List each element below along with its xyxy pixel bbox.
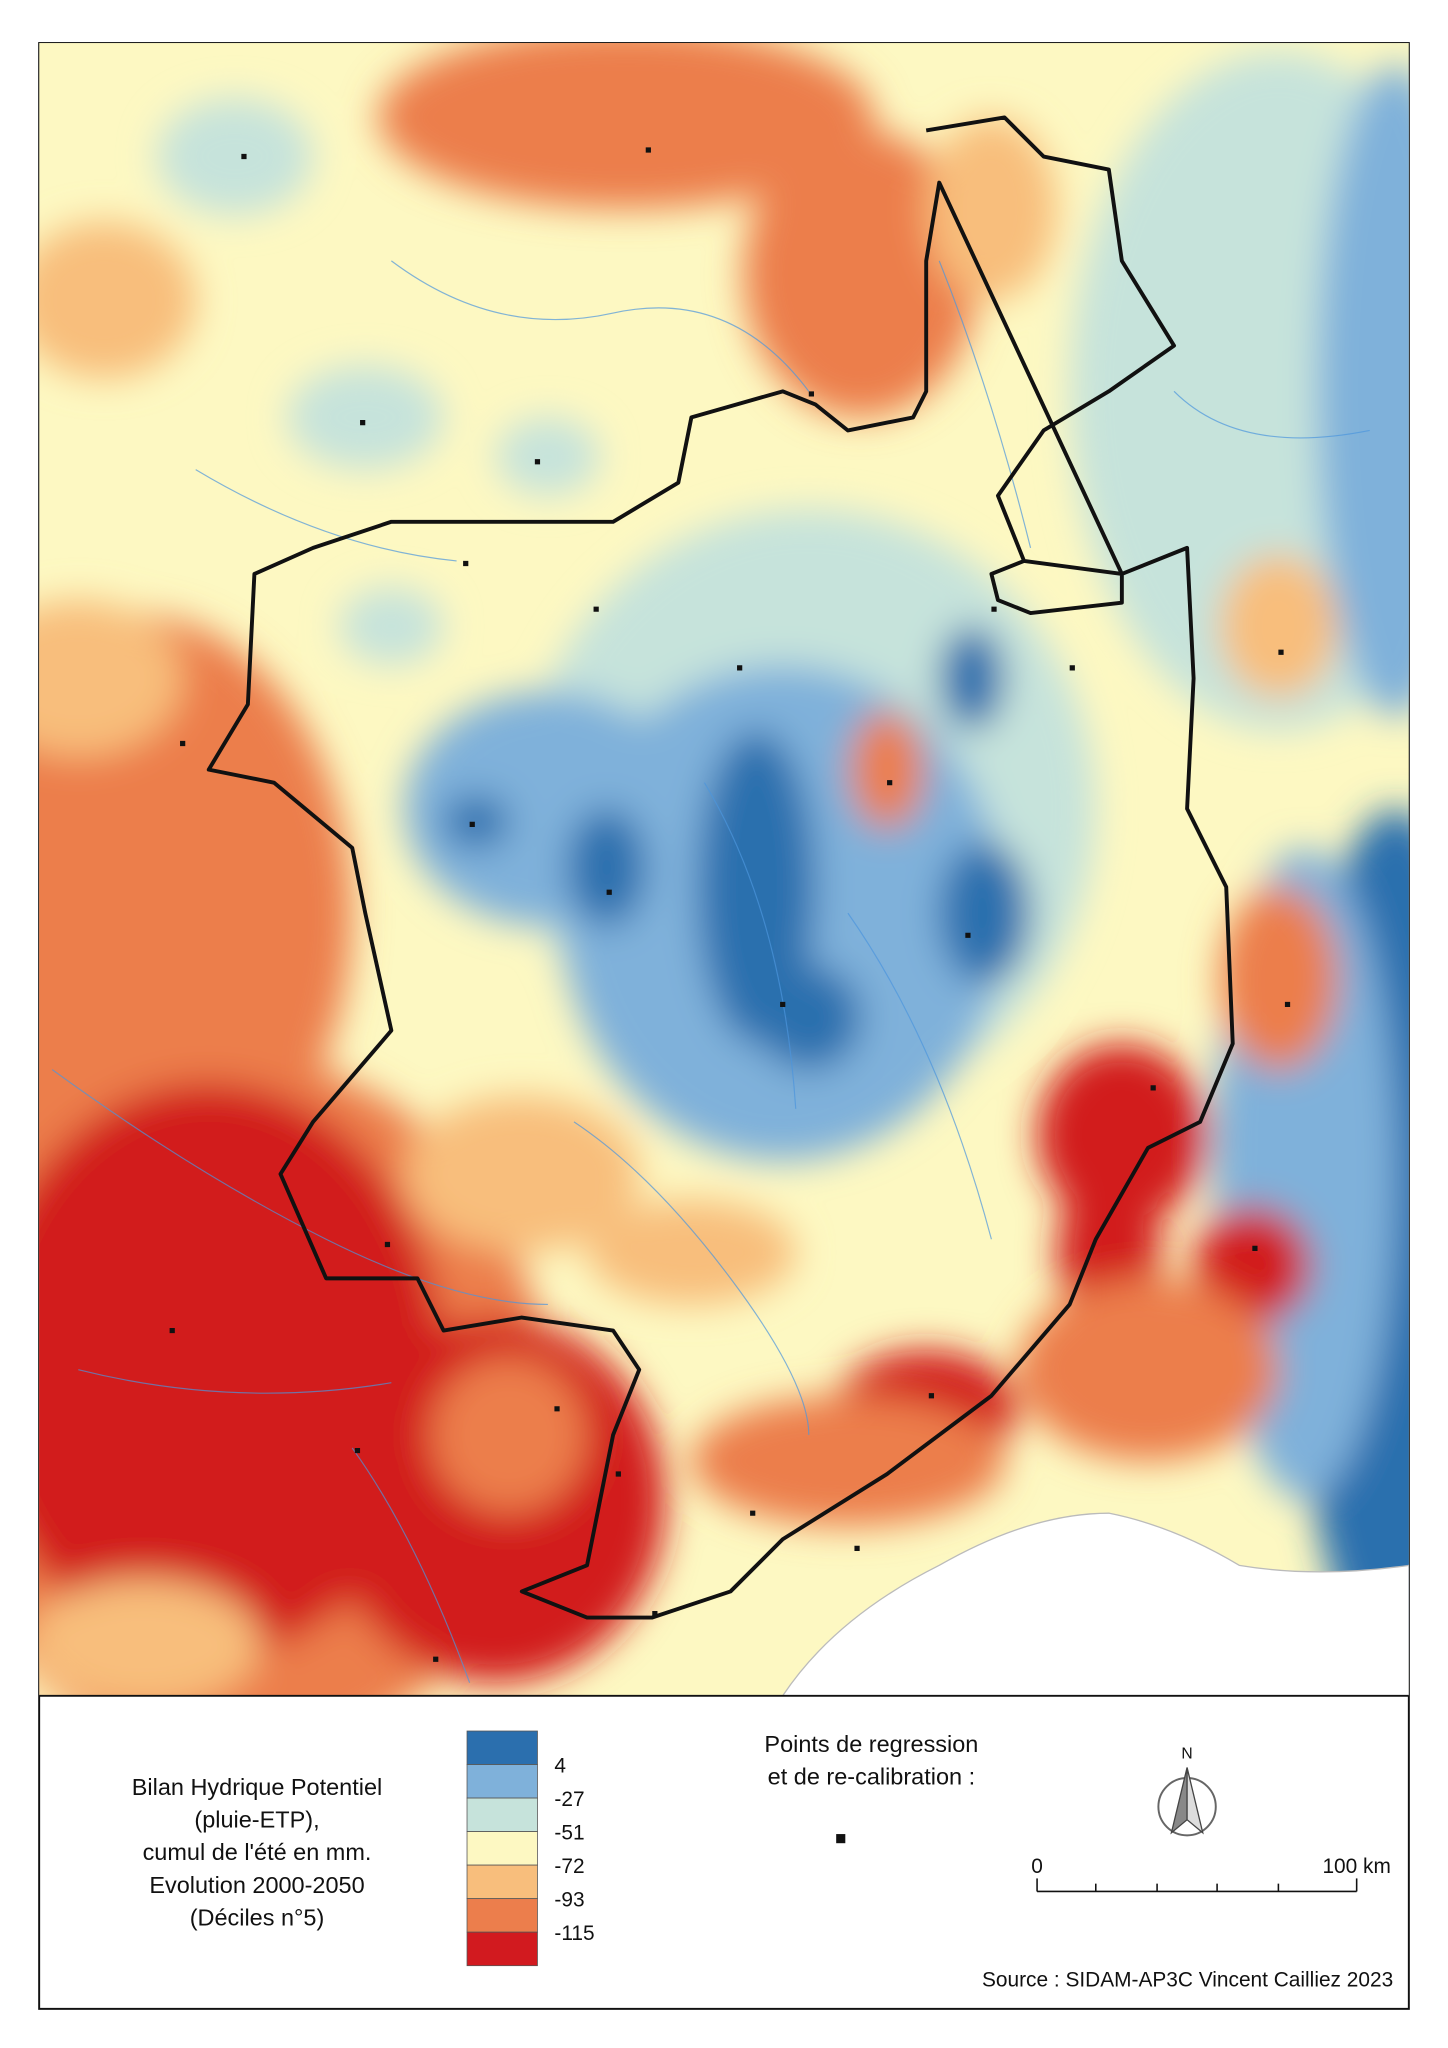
legend-title-line: (pluie-ETP), — [194, 1807, 319, 1833]
north-arrow: N — [1157, 1745, 1217, 1837]
legend-break: -27 — [554, 1788, 584, 1811]
legend-break: -51 — [554, 1821, 584, 1844]
legend-ramp: 4 -27 -51 -72 -93 -115 — [466, 1730, 595, 1967]
legend-break: -72 — [554, 1855, 584, 1878]
scale-start: 0 — [1031, 1855, 1043, 1878]
legend-swatch — [466, 1764, 538, 1799]
scale-end: 100 km — [1322, 1855, 1390, 1878]
points-title-line: Points de regression — [764, 1731, 978, 1757]
legend-title-line: cumul de l'été en mm. — [143, 1839, 372, 1865]
legend-break: -115 — [554, 1922, 594, 1945]
sea — [781, 1512, 1409, 1696]
legend-title-line: (Déciles n°5) — [190, 1904, 325, 1930]
legend-swatch — [466, 1831, 538, 1866]
legend-swatch — [466, 1864, 538, 1900]
scale-bar — [1036, 1878, 1358, 1893]
north-label: N — [1181, 1745, 1192, 1762]
legend-swatch — [466, 1931, 538, 1967]
legend-swatch — [466, 1898, 538, 1933]
legend-title-line: Evolution 2000-2050 — [149, 1872, 364, 1898]
points-title: Points de regression et de re-calibration… — [764, 1731, 978, 1790]
legend-title: Bilan Hydrique Potentiel (pluie-ETP), cumu… — [132, 1774, 382, 1930]
points-title-line: et de re-calibration : — [768, 1763, 975, 1789]
legend-swatch — [466, 1797, 538, 1832]
map — [39, 43, 1409, 1696]
point-symbol — [836, 1834, 846, 1844]
legend-break: -93 — [554, 1888, 584, 1911]
region-border — [206, 115, 1235, 1620]
legend-break: 4 — [554, 1754, 566, 1777]
legend-title-line: Bilan Hydrique Potentiel — [132, 1774, 382, 1800]
source: Source : SIDAM-AP3C Vincent Cailliez 202… — [982, 1969, 1393, 1992]
legend-swatch — [466, 1730, 538, 1765]
rivers — [51, 260, 1370, 1683]
